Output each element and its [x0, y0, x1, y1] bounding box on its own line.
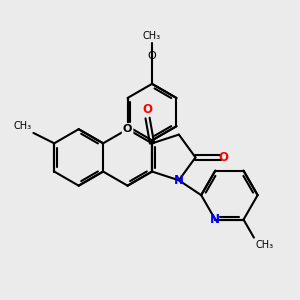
- Text: O: O: [123, 124, 132, 134]
- Text: O: O: [219, 151, 229, 164]
- Text: CH₃: CH₃: [143, 32, 161, 41]
- Text: CH₃: CH₃: [14, 122, 32, 131]
- Text: O: O: [148, 51, 156, 61]
- Text: N: N: [174, 174, 184, 187]
- Text: N: N: [210, 213, 220, 226]
- Text: O: O: [142, 103, 153, 116]
- Text: CH₃: CH₃: [255, 240, 274, 250]
